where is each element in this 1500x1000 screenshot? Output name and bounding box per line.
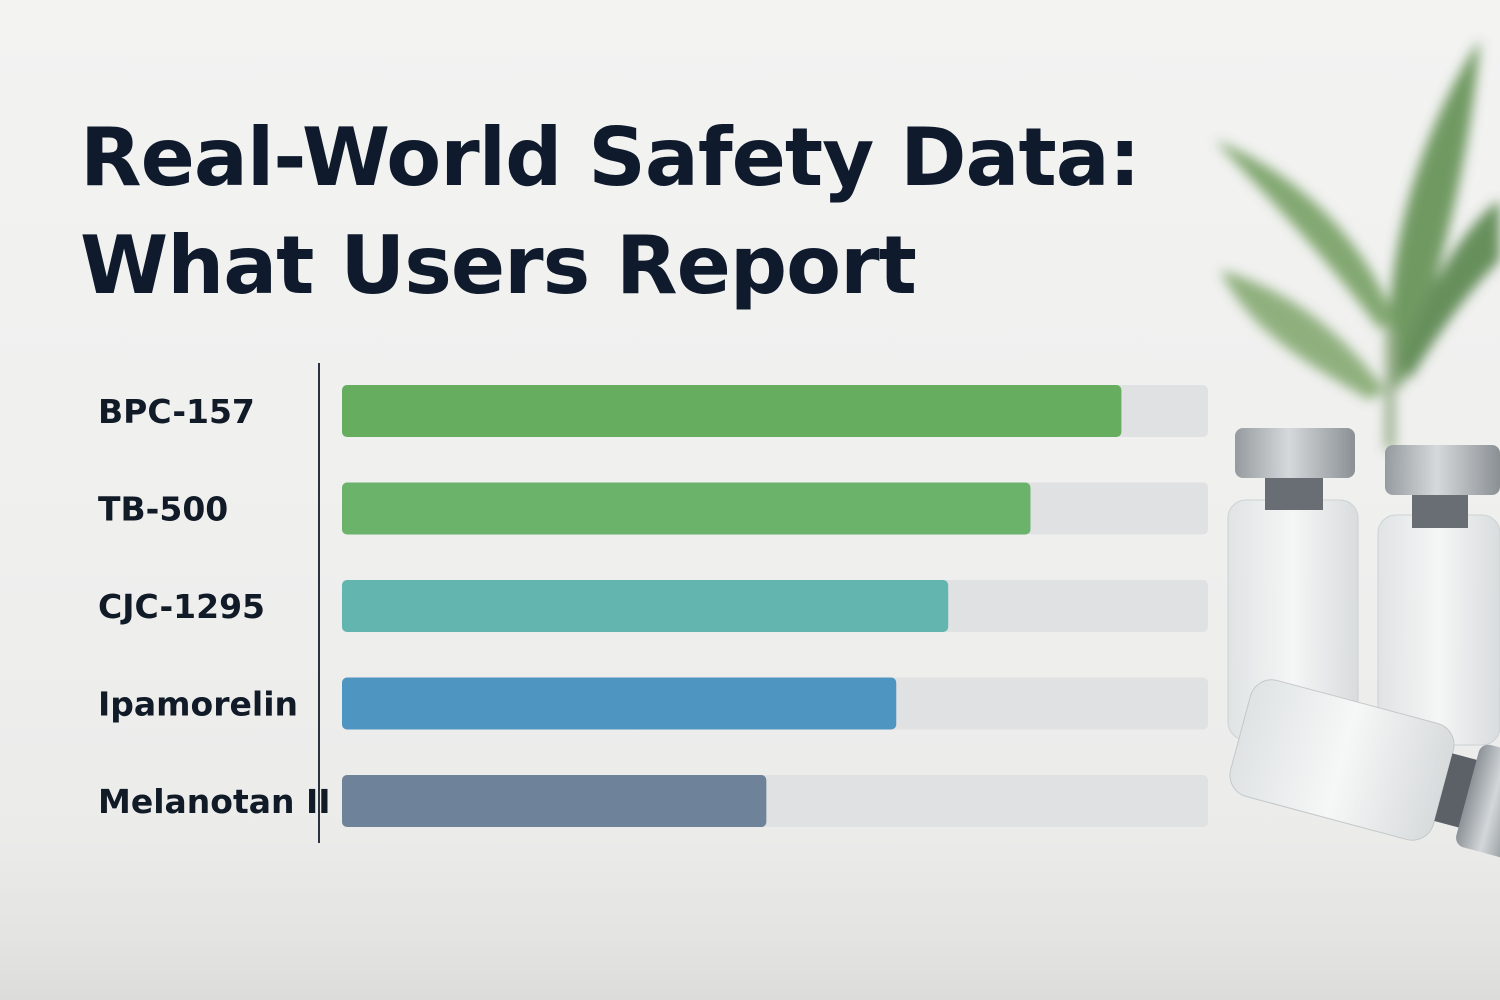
bar <box>342 775 767 827</box>
category-label: TB-500 <box>98 490 228 529</box>
vial-1 <box>1227 428 1359 741</box>
plant-leaves <box>1215 40 1500 450</box>
title-line-1: Real-World Safety Data: <box>80 111 1141 204</box>
category-label: Ipamorelin <box>98 685 298 724</box>
title-line-2: What Users Report <box>80 219 917 312</box>
page-title: Real-World Safety Data: What Users Repor… <box>80 104 1141 320</box>
bar <box>342 385 1122 437</box>
category-label: Melanotan II <box>98 782 331 821</box>
bar <box>342 677 897 730</box>
category-label: CJC-1295 <box>98 587 265 626</box>
vial-3 <box>1229 679 1500 859</box>
bar <box>342 482 1031 535</box>
background-surface <box>0 840 1500 1000</box>
bar <box>342 580 949 632</box>
category-label: BPC-157 <box>98 392 255 431</box>
